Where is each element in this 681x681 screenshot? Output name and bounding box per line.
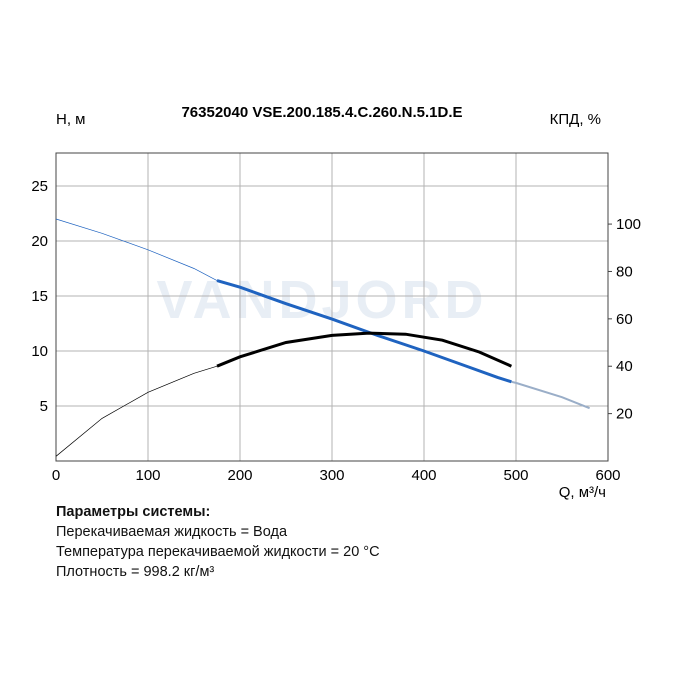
y-tick-label: 5 [40,398,48,415]
plot-area [55,152,609,462]
y2-axis-label: КПД, % [550,111,601,128]
x-tick-label: 600 [595,467,620,484]
param-temperature: Температура перекачиваемой жидкости = 20… [56,544,380,560]
series-layer [55,218,590,457]
y-tick-label: 15 [31,288,48,305]
axis-layer: 0 100 200 300 400 500 600 5 10 15 20 25 20 40 60 80 100 [31,178,641,484]
y2-tick-label: 80 [616,263,633,280]
x-tick-label: 400 [411,467,436,484]
head-curve-left-extension [55,218,218,281]
grid [55,153,609,461]
x-tick-label: 200 [227,467,252,484]
y-axis-label: H, м [56,111,85,128]
y-tick-label: 25 [31,178,48,195]
y2-tick-label: 60 [616,311,633,328]
efficiency-curve-operating [216,331,513,368]
y2-tick-label: 100 [616,216,641,233]
params-title: Параметры системы: [56,504,211,520]
watermark: VANDJORD [156,270,487,330]
y2-tick-label: 20 [616,406,633,423]
x-tick-label: 500 [503,467,528,484]
x-tick-label: 100 [135,467,160,484]
y2-tick-label: 40 [616,358,633,375]
head-curve-operating [216,279,512,384]
x-axis-label: Q, м³/ч [559,484,606,501]
y-tick-label: 20 [31,233,48,250]
x-tick-label: 0 [52,467,60,484]
param-fluid: Перекачиваемая жидкость = Вода [56,524,288,540]
param-density: Плотность = 998.2 кг/м³ [56,564,215,580]
chart-title: 76352040 VSE.200.185.4.C.260.N.5.1D.E [181,104,462,121]
y-tick-label: 10 [31,343,48,360]
system-parameters: Параметры системы: Перекачиваемая жидкос… [56,502,380,582]
efficiency-curve-left-extension [55,365,218,457]
head-curve-right-extension [511,380,590,410]
x-tick-label: 300 [319,467,344,484]
